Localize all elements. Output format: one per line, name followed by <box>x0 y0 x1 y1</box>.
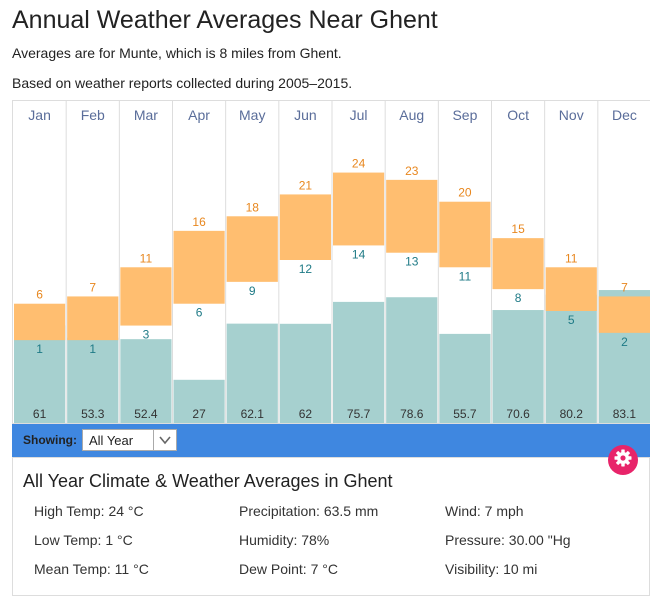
precip-label: 75.7 <box>347 407 371 421</box>
precip-bar <box>333 301 385 423</box>
precip-label: 78.6 <box>400 407 424 421</box>
low-temp-label: 3 <box>143 328 150 342</box>
stat-visibility: Visibility: 10 mi <box>445 561 538 577</box>
precip-bar <box>226 323 278 423</box>
precip-label: 70.6 <box>506 407 530 421</box>
temp-range-bar <box>173 230 225 304</box>
precip-bar <box>439 333 491 423</box>
low-temp-label: 11 <box>459 269 472 283</box>
precip-label: 83.1 <box>613 407 637 421</box>
select-divider <box>153 430 154 450</box>
precip-bar <box>279 323 331 423</box>
temp-range-bar <box>386 179 438 253</box>
low-temp-label: 1 <box>36 342 43 356</box>
high-temp-label: 18 <box>246 200 260 214</box>
high-temp-label: 24 <box>352 157 366 171</box>
low-temp-label: 5 <box>568 313 575 327</box>
low-temp-label: 1 <box>89 342 96 356</box>
showing-label: Showing: <box>23 433 77 447</box>
showing-bar: Showing: All Year <box>12 424 650 457</box>
temp-range-bar <box>279 194 331 260</box>
precip-label: 80.2 <box>560 407 584 421</box>
temp-range-bar <box>598 296 650 333</box>
high-temp-label: 20 <box>458 186 472 200</box>
data-range-note: Based on weather reports collected durin… <box>12 75 353 91</box>
temp-range-bar <box>439 201 491 268</box>
high-temp-label: 11 <box>140 251 153 265</box>
month-label: Jan <box>28 107 51 123</box>
precip-bar <box>120 339 172 423</box>
precip-label: 52.4 <box>134 407 158 421</box>
precip-label: 62.1 <box>241 407 265 421</box>
temp-range-bar <box>67 296 119 341</box>
month-label: May <box>239 107 265 123</box>
high-temp-label: 7 <box>89 280 96 294</box>
low-temp-label: 12 <box>299 262 313 276</box>
precip-label: 55.7 <box>453 407 477 421</box>
weather-chart-svg: Jan6161Feb7153.3Mar11352.4Apr16627May189… <box>14 101 650 425</box>
low-temp-label: 9 <box>249 284 256 298</box>
low-temp-label: 13 <box>405 255 419 269</box>
precip-label: 27 <box>192 407 206 421</box>
low-temp-label: 14 <box>352 247 366 261</box>
stat-low-temp: Low Temp: 1 °C <box>34 532 133 548</box>
stat-wind: Wind: 7 mph <box>445 503 524 519</box>
month-label: Sep <box>452 107 477 123</box>
stat-pressure: Pressure: 30.00 "Hg <box>445 532 571 548</box>
precip-label: 53.3 <box>81 407 105 421</box>
stat-humidity: Humidity: 78% <box>239 532 330 548</box>
period-select-value: All Year <box>89 433 134 448</box>
high-temp-label: 23 <box>405 164 419 178</box>
high-temp-label: 21 <box>299 178 313 192</box>
chevron-down-icon[interactable] <box>158 433 172 450</box>
temp-range-bar <box>545 267 597 311</box>
temp-range-bar <box>492 238 544 290</box>
stat-precipitation: Precipitation: 63.5 mm <box>239 503 379 519</box>
low-temp-label: 8 <box>515 291 522 305</box>
stat-dew-point: Dew Point: 7 °C <box>239 561 338 577</box>
high-temp-label: 11 <box>565 251 578 265</box>
precip-label: 61 <box>33 407 47 421</box>
precip-bar <box>492 310 544 423</box>
temp-range-bar <box>14 303 66 341</box>
precip-bar <box>67 337 119 423</box>
low-temp-label: 6 <box>196 306 203 320</box>
settings-button[interactable] <box>608 445 638 475</box>
low-temp-label: 2 <box>621 335 628 349</box>
month-label: Oct <box>507 107 529 123</box>
temp-range-bar <box>120 267 172 326</box>
gear-icon <box>613 448 633 473</box>
high-temp-label: 6 <box>36 288 43 302</box>
month-label: Feb <box>81 107 105 123</box>
location-note: Averages are for Munte, which is 8 miles… <box>12 45 342 61</box>
month-label: Dec <box>612 107 637 123</box>
summary-panel: All Year Climate & Weather Averages in G… <box>12 457 650 596</box>
month-label: Jul <box>350 107 368 123</box>
precip-bar <box>545 294 597 423</box>
high-temp-label: 15 <box>511 222 525 236</box>
month-label: Mar <box>134 107 158 123</box>
month-label: Jun <box>294 107 317 123</box>
precip-bar <box>386 297 438 423</box>
high-temp-label: 7 <box>621 280 628 294</box>
stat-mean-temp: Mean Temp: 11 °C <box>34 561 149 577</box>
page-title: Annual Weather Averages Near Ghent <box>12 6 438 34</box>
weather-chart: Jan 6 1 61 Feb 7 1 53.3 Mar 11 3 52.4 Apr 16 6 27 May 18 9… <box>12 100 650 425</box>
precip-bar <box>173 379 225 423</box>
summary-title: All Year Climate & Weather Averages in G… <box>23 471 393 491</box>
month-label: Apr <box>188 107 210 123</box>
month-label: Aug <box>399 107 424 123</box>
precip-bar <box>14 325 66 423</box>
temp-range-bar <box>333 172 385 246</box>
month-label: Nov <box>559 107 584 123</box>
temp-range-bar <box>226 216 278 282</box>
precip-label: 62 <box>299 407 313 421</box>
stat-high-temp: High Temp: 24 °C <box>34 503 144 519</box>
period-select[interactable]: All Year <box>82 429 177 451</box>
high-temp-label: 16 <box>192 215 206 229</box>
